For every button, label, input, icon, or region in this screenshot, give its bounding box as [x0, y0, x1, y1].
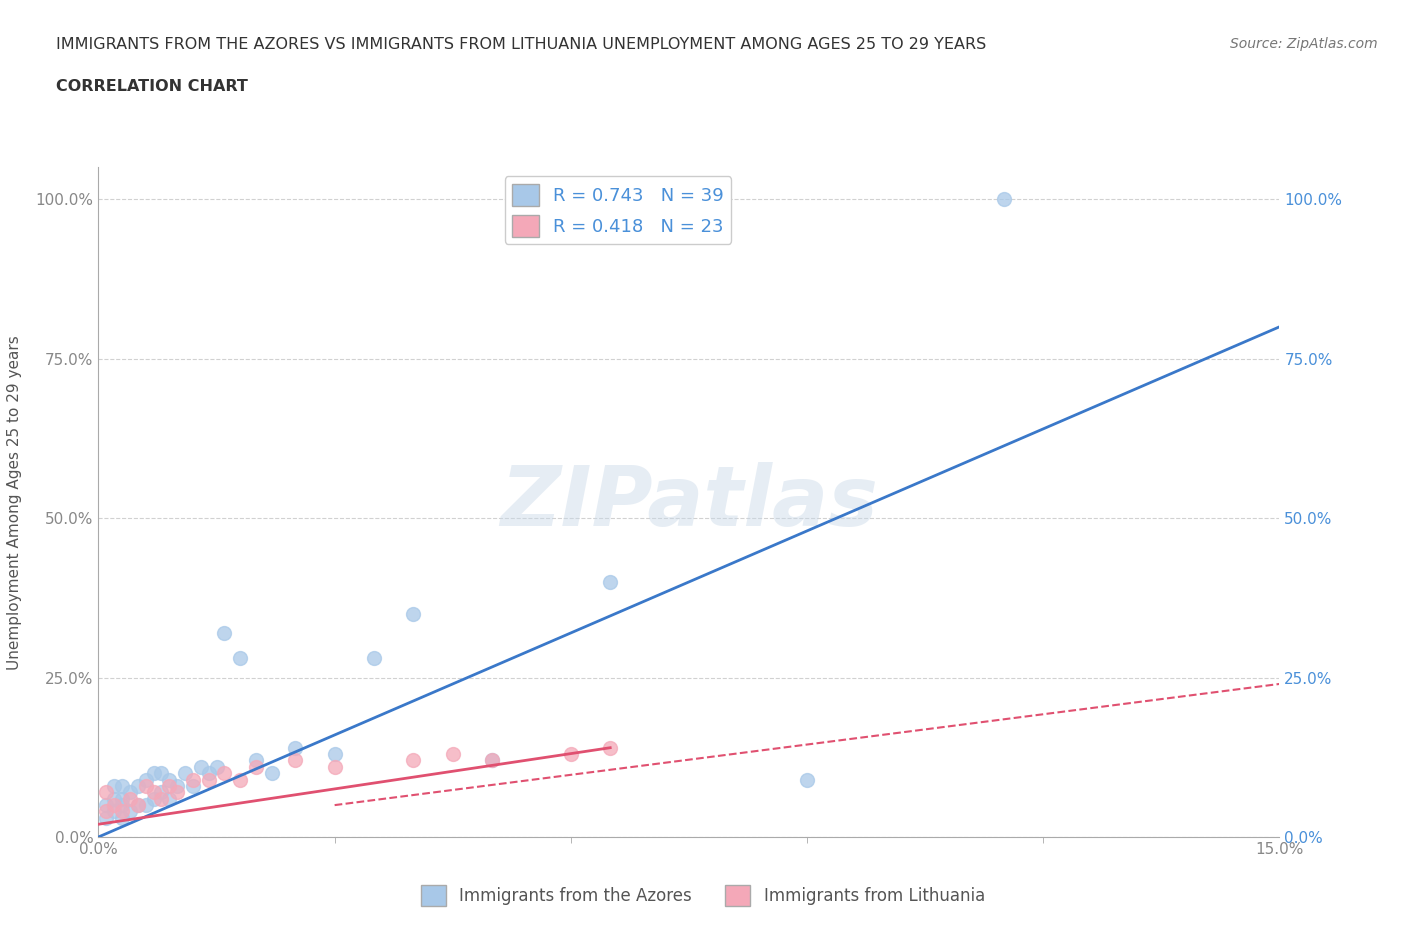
- Point: [103, 791, 125, 806]
- Point: [150, 765, 173, 780]
- Point: [796, 772, 818, 787]
- Point: [181, 778, 204, 793]
- Point: [481, 753, 503, 768]
- Text: CORRELATION CHART: CORRELATION CHART: [56, 79, 247, 94]
- Y-axis label: Unemployment Among Ages 25 to 29 years: Unemployment Among Ages 25 to 29 years: [7, 335, 21, 670]
- Point: [157, 778, 180, 793]
- Point: [363, 651, 385, 666]
- Point: [135, 772, 157, 787]
- Point: [111, 791, 134, 806]
- Point: [96, 804, 118, 819]
- Point: [599, 575, 621, 590]
- Point: [323, 747, 346, 762]
- Point: [135, 798, 157, 813]
- Point: [127, 798, 149, 813]
- Point: [118, 791, 141, 806]
- Point: [197, 772, 219, 787]
- Point: [157, 772, 180, 787]
- Point: [142, 785, 165, 800]
- Text: Source: ZipAtlas.com: Source: ZipAtlas.com: [1230, 37, 1378, 51]
- Point: [150, 791, 173, 806]
- Point: [481, 753, 503, 768]
- Legend: Immigrants from the Azores, Immigrants from Lithuania: Immigrants from the Azores, Immigrants f…: [415, 879, 991, 912]
- Point: [118, 785, 141, 800]
- Point: [142, 791, 165, 806]
- Point: [96, 810, 118, 825]
- Point: [127, 798, 149, 813]
- Point: [197, 765, 219, 780]
- Point: [150, 785, 173, 800]
- Point: [260, 765, 283, 780]
- Point: [111, 778, 134, 793]
- Point: [96, 785, 118, 800]
- Point: [157, 791, 180, 806]
- Point: [402, 606, 425, 621]
- Point: [560, 747, 582, 762]
- Point: [599, 740, 621, 755]
- Point: [205, 760, 228, 775]
- Point: [181, 772, 204, 787]
- Point: [214, 765, 236, 780]
- Point: [96, 798, 118, 813]
- Point: [166, 778, 188, 793]
- Point: [142, 765, 165, 780]
- Point: [135, 778, 157, 793]
- Point: [127, 778, 149, 793]
- Text: IMMIGRANTS FROM THE AZORES VS IMMIGRANTS FROM LITHUANIA UNEMPLOYMENT AMONG AGES : IMMIGRANTS FROM THE AZORES VS IMMIGRANTS…: [56, 37, 987, 52]
- Point: [111, 810, 134, 825]
- Point: [190, 760, 212, 775]
- Point: [245, 760, 267, 775]
- Point: [174, 765, 197, 780]
- Point: [402, 753, 425, 768]
- Legend: R = 0.743   N = 39, R = 0.418   N = 23: R = 0.743 N = 39, R = 0.418 N = 23: [505, 177, 731, 244]
- Point: [111, 804, 134, 819]
- Point: [993, 192, 1015, 206]
- Point: [245, 753, 267, 768]
- Point: [103, 804, 125, 819]
- Point: [229, 772, 252, 787]
- Point: [118, 804, 141, 819]
- Point: [441, 747, 464, 762]
- Text: ZIPatlas: ZIPatlas: [501, 461, 877, 543]
- Point: [214, 626, 236, 641]
- Point: [229, 651, 252, 666]
- Point: [111, 798, 134, 813]
- Point: [103, 798, 125, 813]
- Point: [103, 778, 125, 793]
- Point: [166, 785, 188, 800]
- Point: [323, 760, 346, 775]
- Point: [284, 753, 307, 768]
- Point: [284, 740, 307, 755]
